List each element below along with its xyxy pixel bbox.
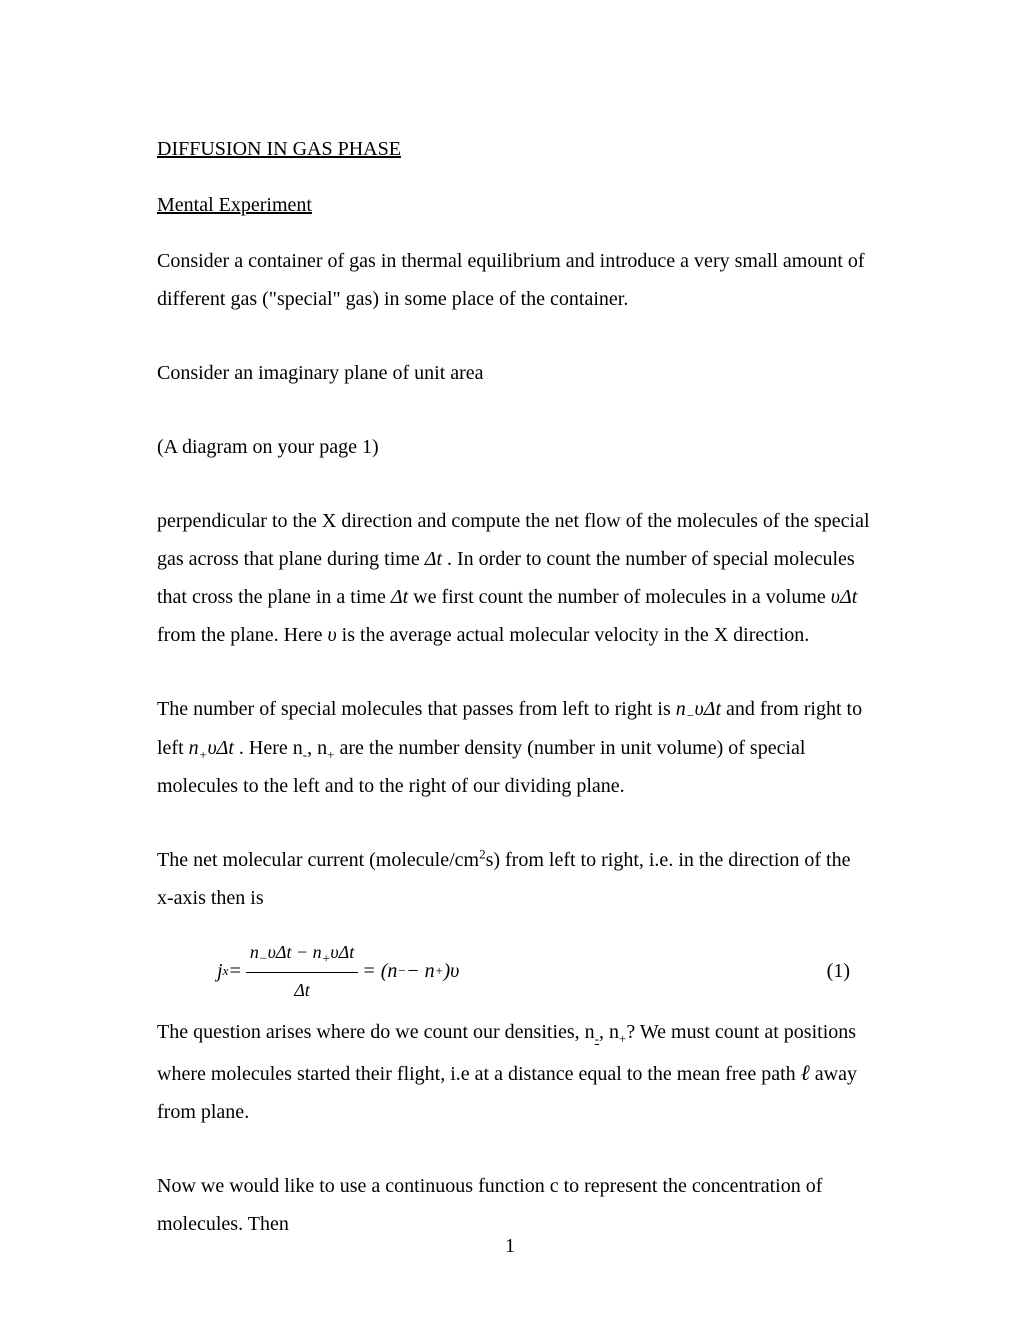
paragraph-1: Consider a container of gas in thermal e… <box>157 242 870 318</box>
p7-text-1: The question arises where do we count ou… <box>157 1021 595 1043</box>
equation-1-row: jx = n−υΔt − n+υΔt Δt = (n− − n+)υ (1) <box>157 935 870 1006</box>
p5-var-1-rest: υΔt <box>695 698 721 720</box>
paragraph-5: The number of special molecules that pas… <box>157 690 870 805</box>
p4-var-2: Δt <box>391 586 408 608</box>
paragraph-2: Consider an imaginary plane of unit area <box>157 354 870 392</box>
page-number: 1 <box>0 1227 1020 1265</box>
p7-var-l: ℓ <box>801 1060 810 1085</box>
eq-rhs-eq: = (n <box>362 952 397 990</box>
p4-var-1: Δt <box>425 548 442 570</box>
p4-var-3: υΔt <box>831 586 857 608</box>
p6-text-1: The net molecular current (molecule/cm <box>157 849 479 871</box>
paragraph-6: The net molecular current (molecule/cm2s… <box>157 841 870 917</box>
p5-var-2-rest: υΔt <box>207 737 233 759</box>
p5-text-1: The number of special molecules that pas… <box>157 698 676 720</box>
p5-text-3: . Here n <box>234 737 303 759</box>
paragraph-4: perpendicular to the X direction and com… <box>157 502 870 654</box>
document-title: DIFFUSION IN GAS PHASE <box>157 130 870 168</box>
eq-num-v2: υΔt <box>330 942 354 962</box>
p5-var-2-base: n <box>189 737 199 759</box>
p5-var-1-sub: − <box>686 708 695 723</box>
eq-num-n1: n <box>250 942 259 962</box>
eq-equals-1: = <box>228 952 242 990</box>
paragraph-7: The question arises where do we count ou… <box>157 1013 870 1131</box>
eq-rhs-minus: − <box>397 959 406 984</box>
p4-var-4: υ <box>327 624 336 646</box>
eq-num-minus-sub: − <box>259 951 268 966</box>
p4-text-5: is the average actual molecular velocity… <box>337 624 810 646</box>
p4-text-4: from the plane. Here <box>157 624 327 646</box>
p5-text-3b: , n <box>307 737 327 759</box>
p7-text-1b: , n <box>599 1021 619 1043</box>
eq-num-v1: υΔt − n <box>268 942 322 962</box>
equation-number: (1) <box>827 952 870 990</box>
eq-numerator: n−υΔt − n+υΔt <box>246 935 358 972</box>
p4-text-3: we first count the number of molecules i… <box>408 586 831 608</box>
p5-var-1-base: n <box>676 698 686 720</box>
paragraph-3: (A diagram on your page 1) <box>157 428 870 466</box>
equation-1: jx = n−υΔt − n+υΔt Δt = (n− − n+)υ <box>217 935 459 1006</box>
section-subtitle: Mental Experiment <box>157 186 870 224</box>
eq-fraction: n−υΔt − n+υΔt Δt <box>246 935 358 1006</box>
eq-rhs-end: )υ <box>443 952 459 990</box>
eq-rhs-mid: − n <box>406 952 435 990</box>
eq-denominator: Δt <box>290 973 314 1007</box>
